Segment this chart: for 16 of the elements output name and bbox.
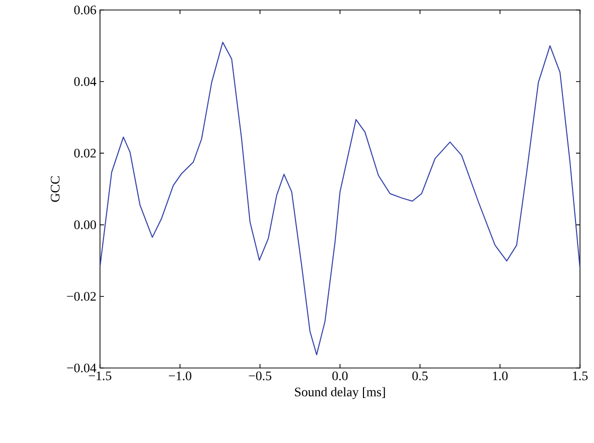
x-tick-label: 0.5 bbox=[412, 372, 428, 380]
x-tick-label: 1.5 bbox=[573, 372, 588, 380]
x-tick-label: −1.0 bbox=[168, 372, 192, 380]
y-tick-label: −0.02 bbox=[67, 292, 96, 301]
x-tick-label: 0.0 bbox=[332, 372, 348, 380]
x-tick-label: −1.5 bbox=[88, 372, 112, 380]
line-series bbox=[100, 42, 580, 356]
x-axis-title: Sound delay [ms] bbox=[295, 387, 385, 400]
y-tick-label: 0.04 bbox=[74, 77, 96, 86]
y-axis-title: GCC bbox=[50, 176, 60, 202]
x-tick-label: −0.5 bbox=[248, 372, 272, 380]
x-tick-label: 1.0 bbox=[493, 372, 508, 380]
y-tick-label: −0.04 bbox=[67, 364, 96, 372]
y-tick-label: 0.02 bbox=[74, 148, 96, 158]
y-tick-label: 0.00 bbox=[74, 220, 96, 230]
y-tick-label: 0.06 bbox=[74, 6, 96, 14]
